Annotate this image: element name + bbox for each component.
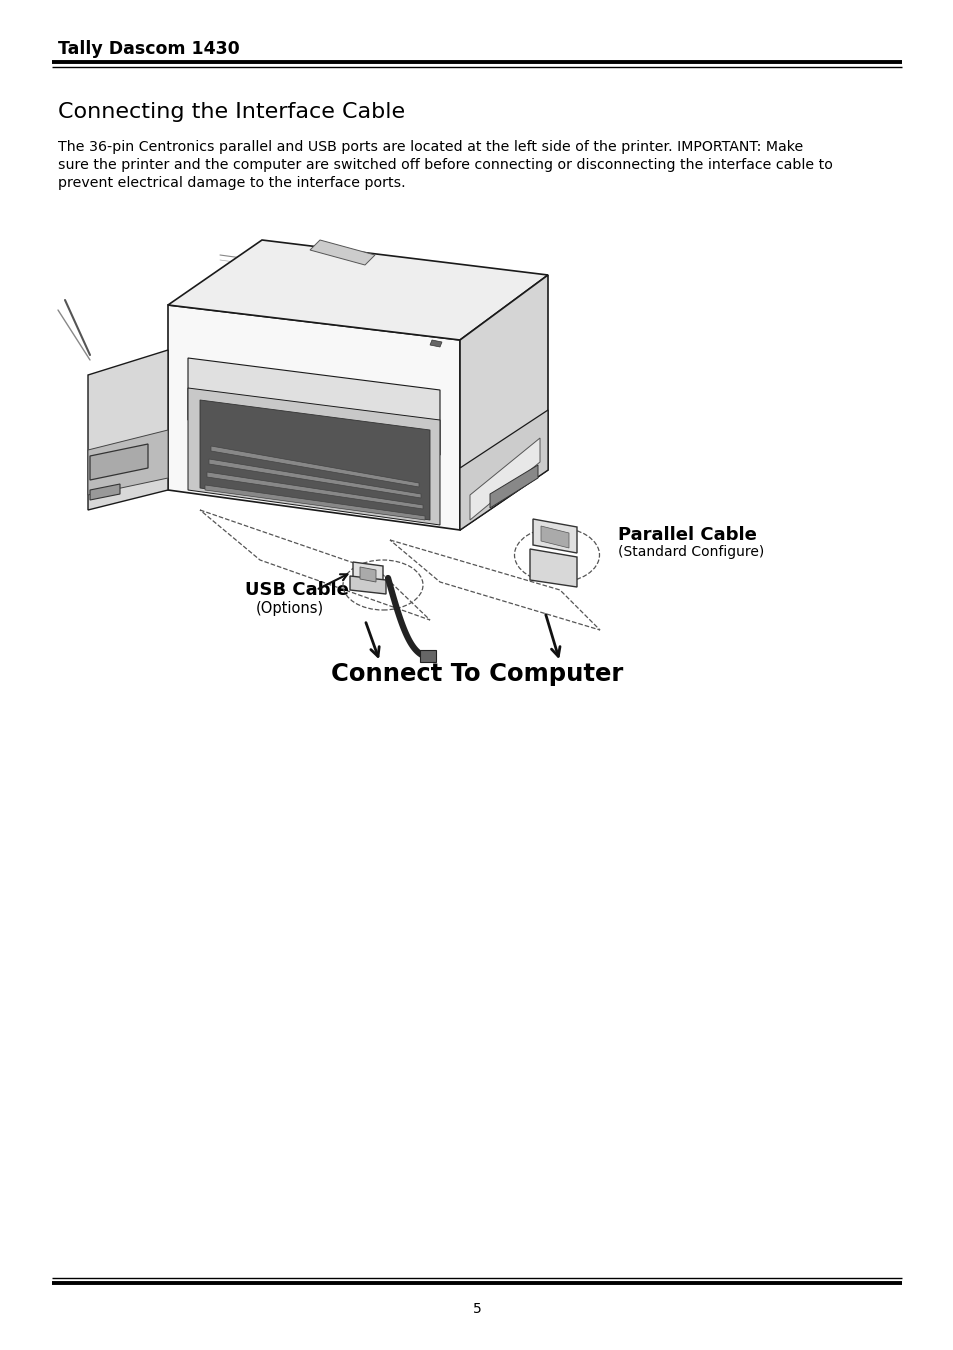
Polygon shape (188, 358, 439, 455)
Polygon shape (459, 410, 547, 531)
Text: Connecting the Interface Cable: Connecting the Interface Cable (58, 103, 405, 122)
Polygon shape (533, 518, 577, 553)
Polygon shape (310, 240, 375, 265)
Polygon shape (353, 562, 382, 586)
Polygon shape (209, 459, 420, 498)
Polygon shape (90, 485, 120, 500)
Text: The 36-pin Centronics parallel and USB ports are located at the left side of the: The 36-pin Centronics parallel and USB p… (58, 140, 802, 154)
Polygon shape (207, 472, 422, 509)
Polygon shape (350, 576, 386, 594)
Polygon shape (359, 567, 375, 582)
Polygon shape (205, 485, 424, 520)
Text: Parallel Cable: Parallel Cable (618, 526, 756, 544)
Polygon shape (88, 350, 168, 510)
Text: (Options): (Options) (255, 601, 324, 616)
Polygon shape (419, 649, 436, 662)
Polygon shape (211, 446, 418, 487)
Polygon shape (540, 526, 568, 548)
Polygon shape (490, 464, 537, 508)
Text: sure the printer and the computer are switched off before connecting or disconne: sure the printer and the computer are sw… (58, 158, 832, 171)
Text: (Standard Configure): (Standard Configure) (618, 545, 763, 559)
Polygon shape (88, 431, 168, 495)
Polygon shape (530, 549, 577, 587)
Text: Tally Dascom 1430: Tally Dascom 1430 (58, 40, 239, 58)
Text: Connect To Computer: Connect To Computer (331, 662, 622, 686)
Text: USB Cable: USB Cable (245, 580, 349, 599)
Polygon shape (459, 275, 547, 531)
Polygon shape (168, 305, 459, 531)
Polygon shape (200, 400, 430, 520)
Polygon shape (188, 387, 439, 525)
Polygon shape (430, 340, 441, 347)
Polygon shape (90, 444, 148, 481)
Text: 5: 5 (472, 1301, 481, 1316)
Polygon shape (168, 240, 547, 340)
Polygon shape (470, 437, 539, 520)
Text: prevent electrical damage to the interface ports.: prevent electrical damage to the interfa… (58, 176, 405, 190)
